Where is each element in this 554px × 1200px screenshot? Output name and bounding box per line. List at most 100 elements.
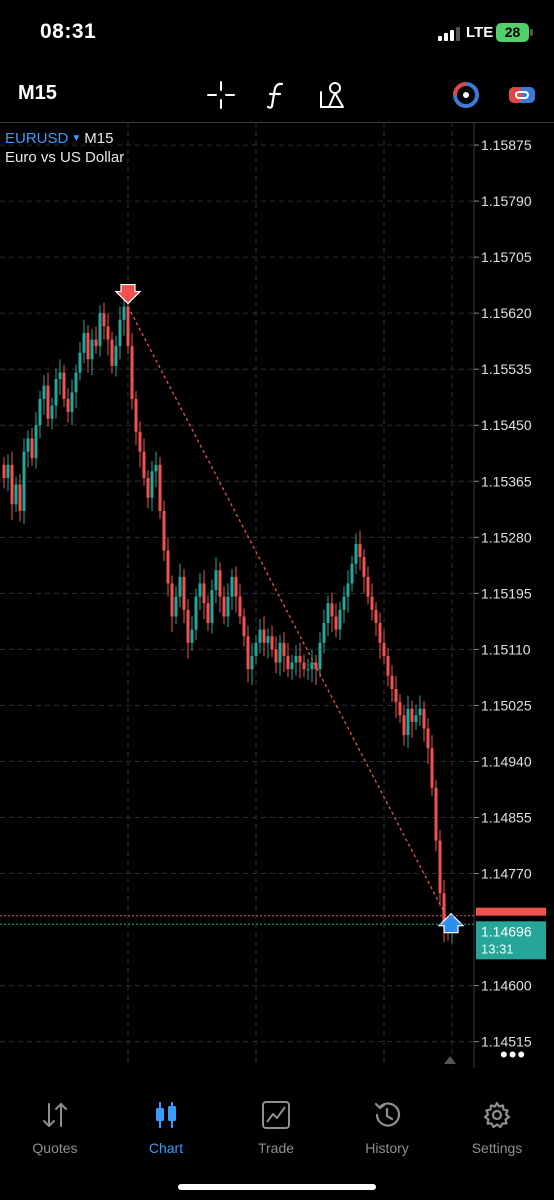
tab-history[interactable]: History — [332, 1100, 442, 1156]
candle-body — [38, 398, 42, 426]
candle-body — [70, 392, 74, 413]
symbol-name[interactable]: EURUSD — [5, 130, 69, 147]
symbol-timeframe: M15 — [84, 130, 114, 147]
candle-body — [334, 616, 338, 630]
candle-body — [442, 893, 446, 927]
chart-symbol-header[interactable]: EURUSD ▼ M15 — [5, 130, 113, 147]
candle-body — [194, 596, 198, 630]
candle-body — [302, 662, 306, 670]
candle-body — [258, 629, 262, 643]
one-click-trading-icon[interactable] — [507, 80, 537, 110]
candle-body — [234, 576, 238, 597]
status-bar: 08:31 LTE 28 — [0, 0, 554, 68]
candle-body — [286, 655, 290, 670]
more-options-icon[interactable]: ••• — [500, 1042, 527, 1067]
timeframes-icon[interactable] — [451, 80, 481, 110]
price-axis-label: 1.14515 — [481, 1034, 532, 1050]
candle-body — [274, 649, 278, 663]
candle-body — [242, 616, 246, 637]
candle-body — [310, 662, 314, 670]
buy-arrow-icon — [437, 912, 465, 934]
price-axis-label: 1.15110 — [481, 641, 531, 657]
price-axis-label: 1.15790 — [481, 193, 532, 209]
candle-body — [118, 319, 122, 347]
candle-body — [266, 636, 270, 643]
candle-body — [150, 471, 154, 498]
candle-body — [330, 603, 334, 617]
candle-body — [270, 636, 274, 650]
candle-body — [426, 728, 430, 749]
candle-body — [34, 425, 38, 459]
candle-body — [294, 655, 298, 663]
candle-body — [94, 339, 98, 347]
symbol-dropdown-icon[interactable]: ▼ — [71, 133, 82, 144]
network-type: LTE — [466, 24, 494, 41]
candle-body — [438, 840, 442, 894]
candle-body — [362, 557, 366, 577]
candle-body — [322, 623, 326, 643]
candle-body — [350, 563, 354, 584]
candle-body — [226, 596, 230, 617]
candle-body — [26, 438, 30, 452]
candle-body — [434, 787, 438, 841]
candle-body — [250, 655, 254, 670]
battery-tip — [530, 29, 533, 36]
timeframe-selector[interactable]: M15 — [18, 82, 57, 104]
candle-body — [406, 708, 410, 736]
candle-body — [154, 464, 158, 472]
candle-body — [370, 596, 374, 610]
chart-shift-icon — [444, 1056, 456, 1064]
candle-body — [114, 346, 118, 366]
candle-body — [134, 398, 138, 432]
chart-toolbar: M15 — [0, 68, 554, 122]
tab-quotes[interactable]: Quotes — [0, 1100, 110, 1156]
candle-body — [122, 306, 126, 320]
candle-body — [42, 385, 46, 399]
crosshair-icon[interactable] — [206, 80, 236, 110]
candle-body — [246, 636, 250, 670]
candle-body — [230, 576, 234, 597]
tab-trade[interactable]: Trade — [221, 1100, 331, 1156]
candle-body — [386, 655, 390, 676]
candle-body — [138, 431, 142, 452]
candle-body — [2, 464, 6, 478]
candle-body — [422, 708, 426, 729]
candle-body — [170, 583, 174, 617]
candle-body — [54, 379, 58, 406]
candle-body — [78, 352, 82, 373]
price-axis-label: 1.14770 — [481, 866, 532, 882]
candle-body — [30, 438, 34, 459]
candle-body — [346, 583, 350, 597]
candle-body — [378, 623, 382, 643]
chart-icon — [156, 1102, 176, 1128]
candle-body — [326, 603, 330, 624]
price-axis-label: 1.14940 — [481, 753, 532, 769]
tab-settings[interactable]: Settings — [442, 1100, 552, 1156]
candle-body — [106, 326, 110, 340]
tab-chart[interactable]: Chart — [111, 1100, 221, 1156]
cellular-signal-icon — [438, 27, 460, 41]
candle-body — [166, 550, 170, 584]
price-axis-label: 1.15705 — [481, 249, 532, 265]
sell-arrow-icon — [114, 283, 142, 305]
candle-body — [402, 715, 406, 736]
candle-body — [10, 464, 14, 505]
candle-body — [74, 372, 78, 393]
candle-body — [190, 629, 194, 643]
price-axis-label: 1.14855 — [481, 809, 532, 825]
candle-body — [342, 596, 346, 610]
candle-body — [18, 484, 22, 511]
indicators-icon[interactable] — [262, 80, 292, 110]
candle-body — [142, 451, 146, 478]
candle-body — [430, 748, 434, 788]
candle-body — [98, 313, 102, 347]
trade-trendline — [127, 306, 449, 920]
chart-canvas[interactable]: 1.15875 1.15790 1.15705 1.15620 1.15535 1.154… — [0, 122, 554, 1068]
price-chart[interactable]: 1.15875 1.15790 1.15705 1.15620 1.15535 1.154… — [0, 122, 554, 1068]
candle-body — [126, 306, 130, 347]
tab-chart-label: Chart — [148, 1140, 184, 1156]
tab-quotes-label: Quotes — [32, 1140, 78, 1156]
candle-body — [82, 332, 86, 353]
objects-icon[interactable] — [318, 80, 348, 110]
price-axis-label: 1.15620 — [481, 305, 532, 321]
